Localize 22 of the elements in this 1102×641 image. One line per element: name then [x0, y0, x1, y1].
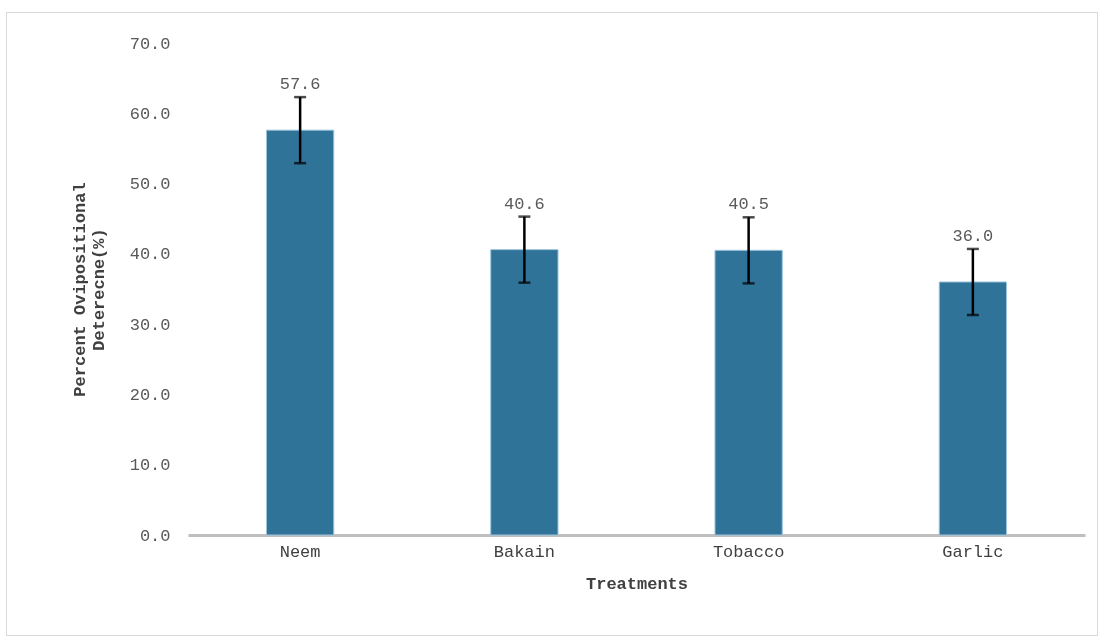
y-tick-label: 20.0	[129, 385, 171, 405]
data-label: 40.5	[728, 195, 770, 215]
bar	[938, 281, 1008, 536]
x-axis-title: Treatments	[585, 574, 689, 594]
data-label: 36.0	[952, 226, 994, 246]
x-tick-label: Tobacco	[712, 542, 785, 562]
y-axis-title: Percent Ovipositional Deterecne(%)	[70, 182, 109, 397]
data-label: 40.6	[503, 194, 545, 214]
y-tick-label: 0.0	[139, 526, 171, 546]
x-tick-label: Neem	[279, 542, 321, 562]
y-tick-label: 40.0	[129, 245, 171, 265]
bar	[490, 249, 559, 536]
x-tick-label: Bakain	[493, 542, 555, 562]
y-tick-label: 10.0	[129, 456, 171, 476]
bar	[265, 129, 335, 536]
y-tick-label: 60.0	[129, 104, 171, 124]
y-tick-label: 70.0	[129, 34, 171, 54]
data-label: 57.6	[279, 75, 321, 95]
y-tick-label: 30.0	[129, 315, 171, 335]
bar	[714, 249, 783, 536]
y-tick-label: 50.0	[129, 175, 171, 195]
x-tick-label: Garlic	[942, 542, 1004, 562]
